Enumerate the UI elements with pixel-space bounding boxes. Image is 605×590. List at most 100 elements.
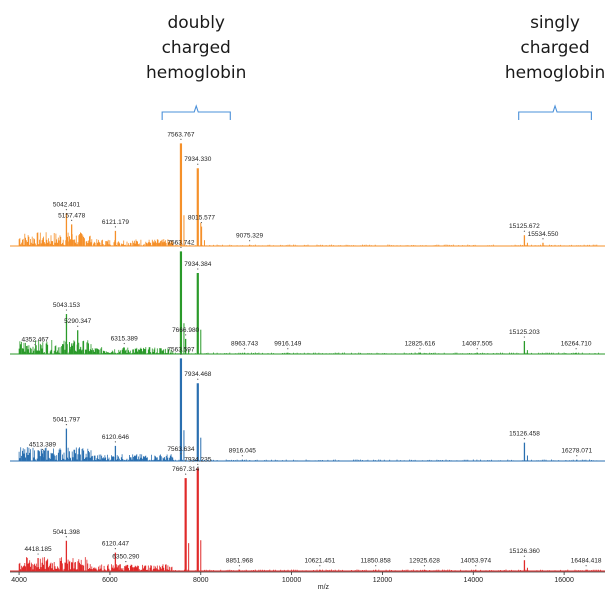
peak-label: 14087.505 — [462, 341, 493, 348]
peak-marker — [197, 378, 199, 380]
peak-marker — [243, 348, 246, 350]
peak-marker — [197, 163, 199, 165]
peak-label: 8015.577 — [188, 215, 215, 222]
peak-marker — [197, 268, 199, 270]
annotation-bracket — [518, 104, 592, 120]
peak-marker — [238, 565, 241, 567]
peak-label: 15126.458 — [509, 431, 540, 438]
peak-label: 6350.290 — [112, 554, 139, 561]
peak-marker — [180, 453, 182, 455]
peak-label: 8963.743 — [231, 341, 258, 348]
peak-marker — [65, 424, 68, 426]
peak-label: 5042.401 — [53, 202, 80, 209]
peak-marker — [287, 348, 289, 350]
annotation-line: doubly — [167, 13, 225, 33]
peak-marker — [419, 348, 421, 350]
x-tick-label: 12000 — [373, 577, 393, 584]
peak-label: 15534.550 — [528, 231, 559, 238]
peak-marker — [65, 309, 68, 311]
peak-label: 5043.153 — [53, 302, 80, 309]
peak-label: 10621.451 — [304, 558, 335, 565]
peak-marker — [423, 565, 426, 567]
x-tick-label: 4000 — [11, 577, 27, 584]
peak-label: 4418.185 — [25, 546, 52, 553]
peak-marker — [575, 348, 577, 350]
peak-marker — [180, 246, 182, 248]
peak-label: 7563.742 — [167, 239, 194, 246]
peak-label: 7666.980 — [172, 327, 199, 334]
peak-label: 4513.389 — [29, 441, 56, 448]
peak-marker — [114, 548, 116, 550]
peak-label: 9075.329 — [236, 233, 263, 240]
spectrum-panel: 7563.742 7934.384 4352.467 5043.153 5290.347… — [10, 239, 605, 355]
peak-marker — [375, 565, 377, 567]
peak-label: 9916.149 — [274, 341, 301, 348]
peak-label: 6315.389 — [111, 336, 138, 343]
peak-label: 7934.384 — [184, 261, 211, 268]
peak-marker — [523, 230, 526, 232]
peak-label: 15125.203 — [509, 329, 540, 336]
annotation-line: singly — [530, 13, 580, 33]
hemoglobin-annotations: doubly charged hemoglobin singly charged hemo… — [146, 13, 605, 120]
peak-marker — [65, 209, 68, 211]
peak-marker — [65, 536, 67, 538]
peak-label: 7563.597 — [167, 346, 194, 353]
peak-marker — [114, 226, 117, 228]
peak-label: 12925.628 — [409, 558, 440, 565]
annotation-line: charged — [162, 38, 231, 58]
peak-marker — [114, 441, 117, 443]
x-axis: 4000 6000 8000 10000 12000 14000 16000 m/z — [10, 571, 605, 590]
peak-label: 16278.071 — [561, 448, 592, 455]
peak-label: 5290.347 — [64, 318, 91, 325]
x-tick-label: 14000 — [464, 577, 484, 584]
peak-label: 14053.974 — [460, 558, 491, 565]
peak-marker — [542, 238, 544, 240]
peak-label: 15125.672 — [509, 223, 540, 230]
peak-label: 6120.646 — [102, 434, 129, 441]
peak-label: 16484.418 — [571, 558, 602, 565]
spectrum-panel: 7934.235 7667.314 4418.185 5041.398 6120.447… — [10, 456, 605, 572]
peak-label: 12825.616 — [405, 341, 436, 348]
x-tick-label: 8000 — [193, 577, 209, 584]
peak-marker — [319, 565, 321, 567]
peak-marker — [41, 448, 44, 451]
peak-marker — [123, 342, 125, 345]
peak-marker — [585, 565, 587, 567]
peak-marker — [180, 138, 182, 140]
annotation-label: singly charged hemoglobin — [505, 13, 605, 83]
peak-label: 5157.478 — [58, 212, 85, 219]
peak-label: 16264.710 — [561, 341, 592, 348]
peak-marker — [249, 240, 251, 242]
peak-label: 11850.858 — [361, 558, 392, 565]
x-tick-label: 6000 — [102, 577, 118, 584]
peak-label: 7934.235 — [184, 456, 211, 463]
spectrum-noise — [18, 447, 601, 461]
peak-label: 4352.467 — [22, 337, 49, 344]
peak-label: 7934.330 — [184, 156, 211, 163]
x-tick-label: 10000 — [282, 577, 302, 584]
peak-label: 6121.179 — [102, 219, 129, 226]
peak-label: 5041.398 — [53, 529, 80, 536]
spectrum-panel: 7563.767 7934.330 5042.401 5157.478 6121.179… — [10, 131, 605, 247]
x-tick-label: 16000 — [554, 577, 574, 584]
peak-label: 7563.767 — [167, 131, 194, 138]
peak-marker — [241, 455, 243, 457]
peak-label: 5041.797 — [53, 417, 80, 424]
annotation-line: hemoglobin — [505, 63, 605, 83]
peak-marker — [523, 555, 526, 557]
peak-marker — [37, 553, 39, 555]
peak-label: 8851.968 — [226, 558, 253, 565]
peak-marker — [77, 325, 79, 327]
peak-marker — [523, 336, 525, 338]
peak-label: 15126.360 — [509, 548, 540, 555]
peak-label: 8916.045 — [229, 448, 256, 455]
spectrum-noise — [18, 340, 601, 354]
peak-label: 6120.447 — [102, 541, 129, 548]
peak-label: 7934.468 — [184, 371, 211, 378]
peak-marker — [34, 344, 36, 346]
spectrum-panel: 7563.597 7934.468 4513.389 5041.797 6120.646… — [10, 346, 605, 462]
peak-marker — [180, 353, 182, 355]
peak-marker — [476, 348, 478, 350]
peak-marker — [197, 463, 199, 465]
peak-marker — [125, 561, 127, 563]
